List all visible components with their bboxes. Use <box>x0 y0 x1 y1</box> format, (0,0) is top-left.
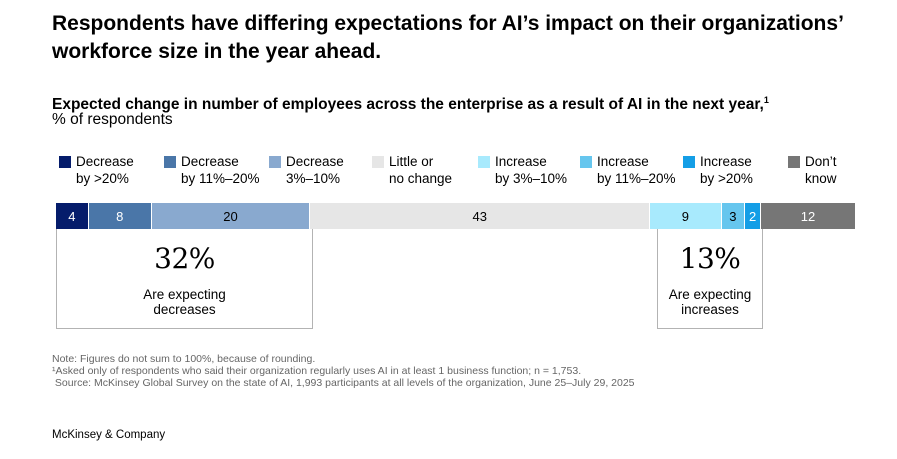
legend-item-decrease-11-20: Decrease by 11%–20% <box>164 153 260 187</box>
seg-decrease-11-20: 8 <box>87 203 151 229</box>
seg-decrease-20plus: 4 <box>56 203 88 229</box>
stacked-bar: 4 8 20 43 9 3 2 12 <box>56 203 855 229</box>
legend-item-increase-20plus: Increase by >20% <box>683 153 753 187</box>
legend-swatch <box>788 156 800 168</box>
legend-item-little-or-no-change: Little or no change <box>372 153 452 187</box>
bar-value-label: 43 <box>472 208 487 224</box>
seg-increase-3-10: 9 <box>649 203 721 229</box>
callout-decreases: 32% Are expecting decreases <box>56 229 313 329</box>
callout-decreases-value: 32% <box>154 242 215 275</box>
seg-decrease-3-10: 20 <box>150 203 310 229</box>
legend-label: Decrease 3%–10% <box>286 154 344 186</box>
legend-item-increase-3-10: Increase by 3%–10% <box>478 153 567 187</box>
unit-label: % of respondents <box>52 111 173 128</box>
seg-little-or-no-change: 43 <box>309 203 650 229</box>
bar-value-label: 12 <box>800 208 816 224</box>
footnote-1: ¹Asked only of respondents who said thei… <box>52 365 582 377</box>
bar-value-label: 8 <box>116 208 124 224</box>
legend-label: Decrease by 11%–20% <box>181 154 260 186</box>
callout-decreases-text: Are expecting decreases <box>143 287 226 317</box>
legend-swatch <box>59 156 71 168</box>
legend-swatch <box>478 156 490 168</box>
chart-subtitle: Expected change in number of employees a… <box>52 90 769 115</box>
legend-label: Increase by 11%–20% <box>597 154 676 186</box>
legend-item-increase-11-20: Increase by 11%–20% <box>580 153 676 187</box>
legend-swatch <box>580 156 592 168</box>
legend-item-decrease-20plus: Decrease by >20% <box>59 153 134 187</box>
bar-value-label: 20 <box>223 208 238 224</box>
seg-increase-20plus: 2 <box>744 203 761 229</box>
legend-label: Increase by 3%–10% <box>495 154 568 186</box>
legend-label: Don’t know <box>805 154 837 186</box>
notes: Note: Figures do not sum to 100%, becaus… <box>52 353 635 389</box>
seg-increase-11-20: 3 <box>720 203 745 229</box>
bar-value-label: 4 <box>68 208 76 224</box>
brand-logo-text: McKinsey & Company <box>52 429 166 441</box>
seg-dont-know: 12 <box>760 203 855 229</box>
callout-increases-value: 13% <box>679 242 741 275</box>
headline: Respondents have differing expectations … <box>52 12 843 63</box>
legend-swatch <box>372 156 384 168</box>
legend-swatch <box>269 156 281 168</box>
legend-swatch <box>164 156 176 168</box>
subtitle-footnote-marker: 1 <box>763 95 769 105</box>
bar-value-label: 3 <box>729 208 737 224</box>
bar-value-label: 9 <box>681 208 690 224</box>
legend-swatch <box>683 156 695 168</box>
bar-value-label: 2 <box>749 208 757 224</box>
callout-increases: 13% Are expecting increases <box>657 229 763 329</box>
legend-label: Increase by >20% <box>700 154 753 186</box>
legend-item-decrease-3-10: Decrease 3%–10% <box>269 153 344 187</box>
legend-item-dont-know: Don’t know <box>788 153 837 187</box>
legend-label: Little or no change <box>389 154 453 186</box>
callout-increases-text: Are expecting increases <box>668 287 752 317</box>
chart-subtitle-text: Expected change in number of employees a… <box>52 96 764 114</box>
note-rounding: Note: Figures do not sum to 100%, becaus… <box>52 353 316 365</box>
source-note: Source: McKinsey Global Survey on the st… <box>52 377 635 389</box>
legend-label: Decrease by >20% <box>76 154 134 186</box>
